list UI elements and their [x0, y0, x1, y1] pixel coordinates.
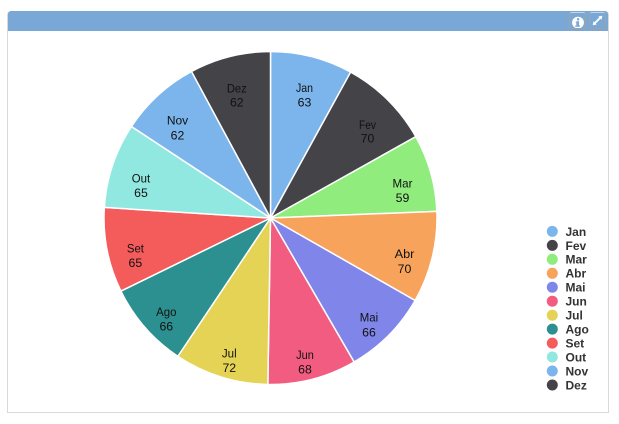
svg-text:Abr: Abr: [395, 247, 415, 261]
svg-text:66: 66: [159, 319, 173, 333]
svg-text:72: 72: [222, 361, 236, 375]
svg-text:Fev: Fev: [566, 239, 587, 253]
svg-text:Jun: Jun: [296, 348, 314, 362]
svg-text:Ago: Ago: [156, 305, 176, 319]
svg-text:63: 63: [298, 96, 312, 110]
svg-text:Nov: Nov: [566, 364, 589, 378]
svg-text:Out: Out: [566, 350, 587, 364]
svg-text:62: 62: [230, 96, 244, 110]
svg-text:70: 70: [398, 262, 412, 276]
svg-text:Nov: Nov: [167, 114, 189, 128]
svg-text:65: 65: [134, 186, 148, 200]
svg-text:Set: Set: [127, 241, 145, 255]
svg-text:66: 66: [362, 326, 376, 340]
svg-text:Dez: Dez: [566, 378, 587, 392]
svg-text:Jul: Jul: [566, 309, 583, 323]
svg-text:Jan: Jan: [296, 81, 313, 95]
svg-text:Out: Out: [132, 171, 151, 185]
svg-text:Jul: Jul: [222, 346, 237, 360]
svg-text:68: 68: [298, 363, 312, 377]
svg-text:70: 70: [361, 131, 375, 145]
svg-text:65: 65: [129, 256, 143, 270]
svg-text:Jan: Jan: [566, 225, 587, 239]
svg-text:Set: Set: [566, 337, 585, 351]
svg-text:Jun: Jun: [566, 295, 587, 309]
svg-text:Ago: Ago: [566, 323, 589, 337]
svg-text:Mar: Mar: [393, 176, 413, 190]
svg-text:62: 62: [171, 128, 185, 142]
svg-text:Abr: Abr: [566, 267, 587, 281]
svg-text:Fev: Fev: [359, 118, 377, 132]
svg-text:Dez: Dez: [227, 81, 247, 95]
svg-text:Mar: Mar: [566, 253, 588, 267]
svg-text:Mai: Mai: [566, 281, 586, 295]
svg-text:59: 59: [396, 191, 410, 205]
svg-text:Mai: Mai: [360, 311, 378, 325]
